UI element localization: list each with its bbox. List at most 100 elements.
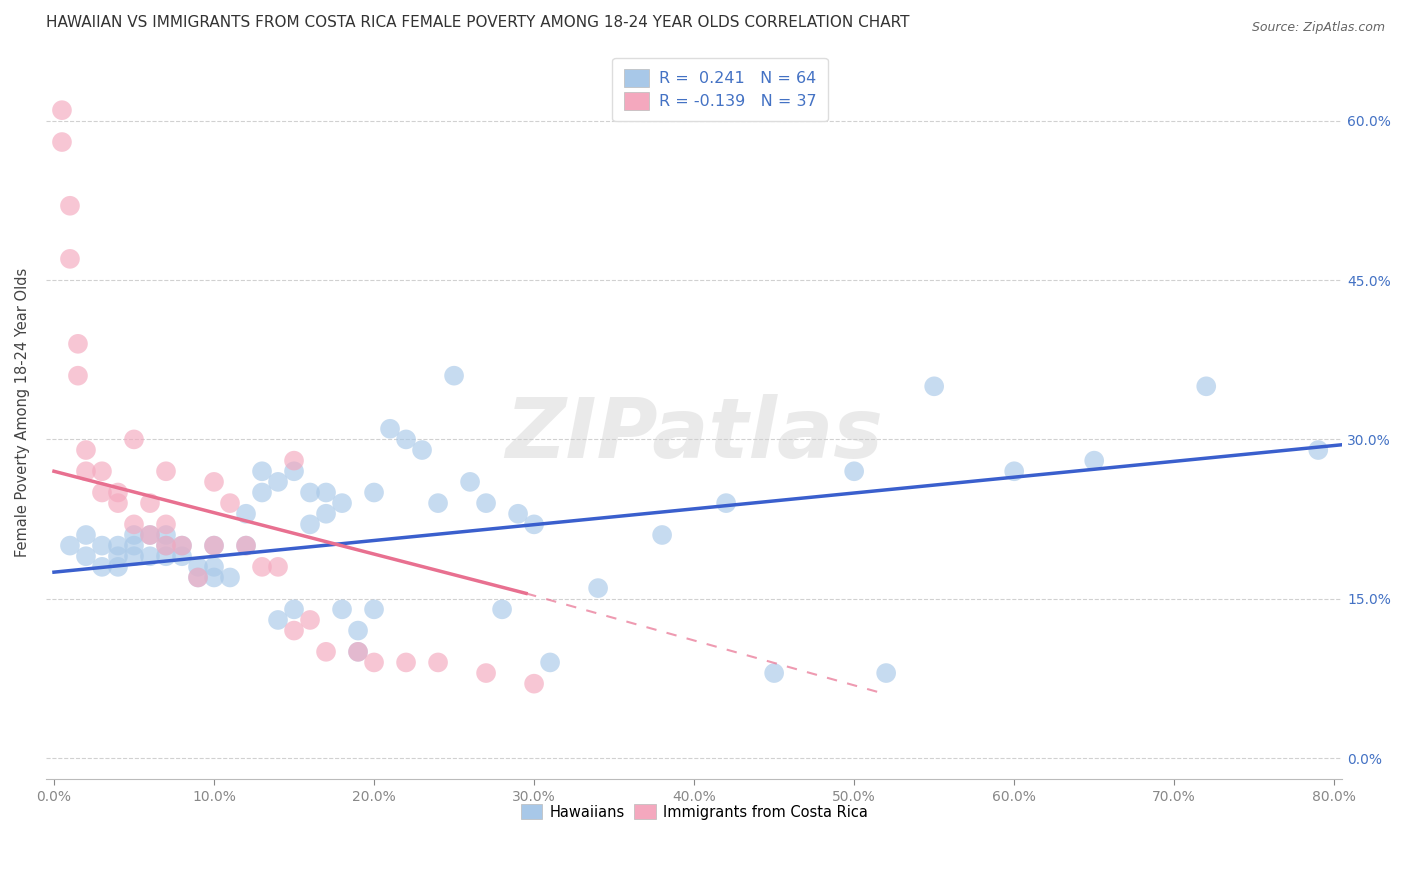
Point	[363, 602, 385, 616]
Point	[170, 539, 193, 553]
Point	[91, 559, 114, 574]
Point	[475, 496, 498, 510]
Point	[122, 539, 145, 553]
Point	[363, 485, 385, 500]
Point	[139, 549, 162, 564]
Point	[523, 676, 546, 690]
Point	[1195, 379, 1218, 393]
Point	[395, 656, 418, 670]
Point	[347, 645, 370, 659]
Point	[363, 656, 385, 670]
Point	[202, 559, 225, 574]
Point	[315, 507, 337, 521]
Point	[378, 422, 401, 436]
Point	[283, 602, 305, 616]
Point	[538, 656, 561, 670]
Point	[219, 570, 242, 584]
Point	[315, 645, 337, 659]
Point	[202, 475, 225, 489]
Point	[107, 496, 129, 510]
Point	[250, 559, 273, 574]
Point	[506, 507, 529, 521]
Point	[458, 475, 481, 489]
Point	[1002, 464, 1025, 478]
Point	[235, 539, 257, 553]
Point	[155, 528, 177, 542]
Point	[202, 570, 225, 584]
Text: ZIPatlas: ZIPatlas	[505, 394, 883, 475]
Point	[202, 539, 225, 553]
Point	[427, 656, 450, 670]
Point	[91, 464, 114, 478]
Point	[475, 666, 498, 681]
Point	[139, 528, 162, 542]
Point	[122, 517, 145, 532]
Point	[443, 368, 465, 383]
Text: HAWAIIAN VS IMMIGRANTS FROM COSTA RICA FEMALE POVERTY AMONG 18-24 YEAR OLDS CORR: HAWAIIAN VS IMMIGRANTS FROM COSTA RICA F…	[46, 15, 910, 30]
Point	[922, 379, 945, 393]
Point	[155, 539, 177, 553]
Point	[283, 453, 305, 467]
Point	[91, 539, 114, 553]
Point	[347, 624, 370, 638]
Point	[299, 485, 322, 500]
Point	[122, 528, 145, 542]
Point	[75, 464, 97, 478]
Point	[1308, 443, 1330, 458]
Point	[219, 496, 242, 510]
Point	[187, 570, 209, 584]
Point	[875, 666, 897, 681]
Point	[315, 485, 337, 500]
Point	[202, 539, 225, 553]
Point	[51, 103, 73, 118]
Point	[51, 135, 73, 149]
Point	[235, 507, 257, 521]
Point	[155, 464, 177, 478]
Point	[347, 645, 370, 659]
Text: Source: ZipAtlas.com: Source: ZipAtlas.com	[1251, 21, 1385, 34]
Point	[235, 539, 257, 553]
Point	[155, 539, 177, 553]
Point	[122, 433, 145, 447]
Point	[155, 549, 177, 564]
Point	[299, 517, 322, 532]
Point	[395, 433, 418, 447]
Point	[651, 528, 673, 542]
Point	[491, 602, 513, 616]
Point	[330, 602, 353, 616]
Point	[586, 581, 609, 595]
Point	[170, 549, 193, 564]
Point	[139, 528, 162, 542]
Point	[59, 199, 82, 213]
Point	[75, 443, 97, 458]
Point	[107, 549, 129, 564]
Point	[187, 559, 209, 574]
Point	[523, 517, 546, 532]
Point	[155, 517, 177, 532]
Point	[283, 624, 305, 638]
Point	[411, 443, 433, 458]
Point	[763, 666, 786, 681]
Point	[139, 496, 162, 510]
Point	[187, 570, 209, 584]
Point	[59, 252, 82, 266]
Point	[267, 559, 290, 574]
Point	[75, 528, 97, 542]
Point	[59, 539, 82, 553]
Point	[66, 368, 89, 383]
Point	[267, 613, 290, 627]
Point	[1083, 453, 1105, 467]
Legend: Hawaiians, Immigrants from Costa Rica: Hawaiians, Immigrants from Costa Rica	[513, 797, 875, 827]
Point	[250, 485, 273, 500]
Point	[330, 496, 353, 510]
Point	[66, 336, 89, 351]
Point	[170, 539, 193, 553]
Point	[107, 559, 129, 574]
Point	[122, 549, 145, 564]
Point	[75, 549, 97, 564]
Point	[107, 539, 129, 553]
Point	[107, 485, 129, 500]
Point	[283, 464, 305, 478]
Point	[427, 496, 450, 510]
Point	[299, 613, 322, 627]
